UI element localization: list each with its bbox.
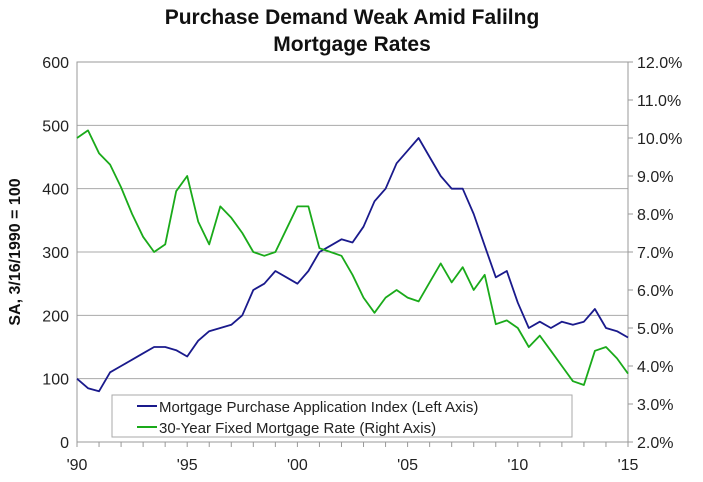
left-tick-label: 100 xyxy=(42,372,69,389)
right-tick-label: 4.0% xyxy=(637,359,673,376)
x-tick-label: '10 xyxy=(507,457,528,474)
legend-label-rate: 30-Year Fixed Mortgage Rate (Right Axis) xyxy=(159,420,436,437)
left-tick-label: 500 xyxy=(42,118,69,135)
left-tick-label: 0 xyxy=(60,435,69,452)
y-axis-label: SA, 3/16/1990 = 100 xyxy=(7,178,24,325)
right-tick-label: 3.0% xyxy=(637,397,673,414)
left-tick-label: 300 xyxy=(42,245,69,262)
gridlines xyxy=(77,124,628,380)
left-tick-label: 400 xyxy=(42,182,69,199)
legend-label-index: Mortgage Purchase Application Index (Lef… xyxy=(159,399,478,416)
legend-box xyxy=(111,394,573,438)
right-tick-label: 10.0% xyxy=(637,131,682,148)
x-tick-label: '05 xyxy=(397,457,418,474)
chart-title-line1: Purchase Demand Weak Amid Falilng xyxy=(165,6,540,29)
right-tick-label: 12.0% xyxy=(637,55,682,72)
x-tick-label: '15 xyxy=(618,457,639,474)
right-tick-label: 6.0% xyxy=(637,283,673,300)
x-tick-label: '90 xyxy=(67,457,88,474)
chart-title-line2: Mortgage Rates xyxy=(273,33,431,56)
left-tick-label: 600 xyxy=(42,55,69,72)
right-tick-label: 8.0% xyxy=(637,207,673,224)
x-tick-label: '95 xyxy=(177,457,198,474)
series-line-purchase-index xyxy=(76,137,629,393)
right-tick-label: 7.0% xyxy=(637,245,673,262)
legend: Mortgage Purchase Application Index (Lef… xyxy=(111,394,573,438)
right-tick-label: 11.0% xyxy=(637,93,681,110)
right-tick-label: 2.0% xyxy=(637,435,673,452)
x-tick-label: '00 xyxy=(287,457,308,474)
right-tick-label: 9.0% xyxy=(637,169,673,186)
series-line-mortgage-rate xyxy=(76,129,629,386)
right-tick-label: 5.0% xyxy=(637,321,673,338)
left-tick-label: 200 xyxy=(42,308,69,325)
